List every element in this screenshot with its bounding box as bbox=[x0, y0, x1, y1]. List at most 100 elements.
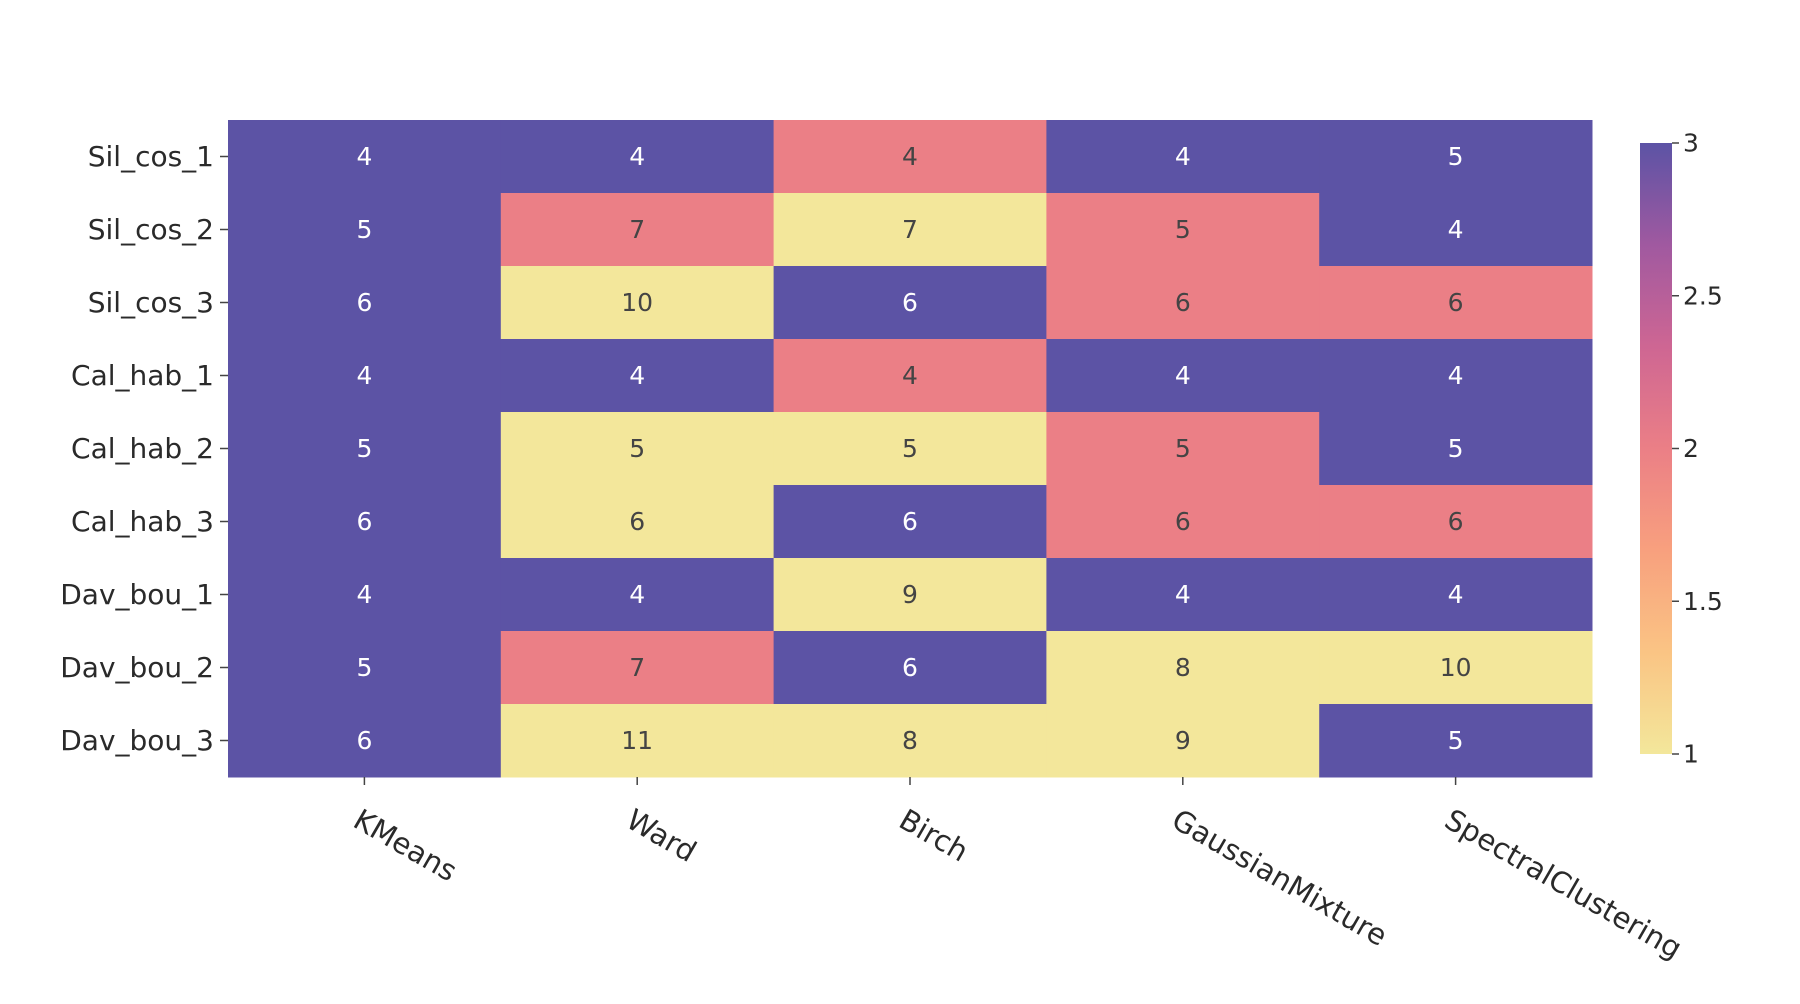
cell-value-label: 6 bbox=[1175, 288, 1191, 317]
heatmap-cell bbox=[228, 704, 502, 778]
y-tick-label: Dav_bou_3 bbox=[60, 724, 214, 757]
cell-value-label: 6 bbox=[1175, 507, 1191, 536]
heatmap-cell bbox=[1046, 704, 1320, 778]
cell-value-label: 5 bbox=[356, 434, 372, 463]
heatmap-cell bbox=[500, 631, 775, 705]
cell-value-label: 4 bbox=[1448, 361, 1464, 390]
x-axis: KMeans Ward Birch GaussianMixture SpectralCl… bbox=[348, 777, 1688, 965]
cell-value-label: 6 bbox=[1448, 507, 1464, 536]
heatmap-cell bbox=[228, 558, 502, 632]
y-tick-label: Cal_hab_1 bbox=[71, 359, 214, 392]
heatmap-cells bbox=[228, 120, 1593, 778]
cell-value-label: 4 bbox=[356, 580, 372, 609]
heatmap-cell bbox=[773, 485, 1047, 559]
heatmap-cell bbox=[500, 120, 775, 194]
y-axis: Sil_cos_1 Sil_cos_2 Sil_cos_3 Cal_hab_1 Cal_… bbox=[60, 140, 228, 757]
heatmap-cell bbox=[500, 412, 775, 486]
colorbar-tick-label: 2 bbox=[1683, 434, 1699, 463]
cell-value-label: 4 bbox=[1448, 215, 1464, 244]
cell-value-label: 5 bbox=[1448, 142, 1464, 171]
cell-value-label: 6 bbox=[902, 507, 918, 536]
heatmap-cell bbox=[773, 266, 1047, 340]
colorbar-gradient bbox=[1640, 143, 1672, 754]
heatmap-cell bbox=[1046, 193, 1320, 267]
y-tick-label: Sil_cos_2 bbox=[88, 213, 214, 246]
cell-value-label: 4 bbox=[1448, 580, 1464, 609]
cell-value-label: 6 bbox=[356, 726, 372, 755]
heatmap-cell bbox=[1319, 558, 1593, 632]
heatmap-cell-labels: 4 4 4 4 5 5 7 7 5 4 6 10 6 6 6 4 4 4 4 4 5 5 5 5 5 6 6 6 6 6 4 4 9 4 4 5 7 6 8… bbox=[356, 142, 1471, 755]
cell-value-label: 5 bbox=[356, 653, 372, 682]
x-tick-label: KMeans bbox=[348, 802, 463, 888]
cell-value-label: 5 bbox=[629, 434, 645, 463]
cell-value-label: 5 bbox=[902, 434, 918, 463]
x-tick-label: SpectralClustering bbox=[1439, 802, 1688, 965]
heatmap-cell bbox=[773, 412, 1047, 486]
y-tick-label: Dav_bou_1 bbox=[60, 578, 214, 611]
cell-value-label: 5 bbox=[1175, 434, 1191, 463]
cell-value-label: 5 bbox=[1175, 215, 1191, 244]
heatmap-cell bbox=[1319, 193, 1593, 267]
cell-value-label: 6 bbox=[902, 288, 918, 317]
y-tick-label: Dav_bou_2 bbox=[60, 651, 214, 684]
cell-value-label: 5 bbox=[356, 215, 372, 244]
cell-value-label: 6 bbox=[629, 507, 645, 536]
heatmap-cell bbox=[1319, 704, 1593, 778]
heatmap-cell bbox=[1319, 120, 1593, 194]
cell-value-label: 6 bbox=[356, 507, 372, 536]
heatmap-cell bbox=[773, 631, 1047, 705]
cell-value-label: 5 bbox=[1448, 726, 1464, 755]
heatmap-cell bbox=[228, 266, 502, 340]
colorbar-tick-label: 1 bbox=[1683, 740, 1699, 769]
heatmap-cell bbox=[1046, 266, 1320, 340]
heatmap-cell bbox=[1046, 631, 1320, 705]
heatmap-cell bbox=[1319, 339, 1593, 413]
cell-value-label: 4 bbox=[1175, 142, 1191, 171]
cell-value-label: 4 bbox=[629, 142, 645, 171]
heatmap-cell bbox=[500, 485, 775, 559]
heatmap-cell bbox=[228, 631, 502, 705]
heatmap-cell bbox=[228, 485, 502, 559]
heatmap-cell bbox=[1046, 412, 1320, 486]
heatmap-cell bbox=[773, 193, 1047, 267]
cell-value-label: 7 bbox=[629, 653, 645, 682]
cell-value-label: 9 bbox=[1175, 726, 1191, 755]
cell-value-label: 5 bbox=[1448, 434, 1464, 463]
colorbar-tick-label: 1.5 bbox=[1683, 587, 1723, 616]
cell-value-label: 6 bbox=[1448, 288, 1464, 317]
cell-value-label: 7 bbox=[629, 215, 645, 244]
heatmap-cell bbox=[1319, 485, 1593, 559]
heatmap-cell bbox=[1319, 631, 1593, 705]
cell-value-label: 9 bbox=[902, 580, 918, 609]
cell-value-label: 10 bbox=[1440, 653, 1472, 682]
cell-value-label: 4 bbox=[629, 580, 645, 609]
heatmap-cell bbox=[500, 266, 775, 340]
cell-value-label: 4 bbox=[1175, 580, 1191, 609]
heatmap-cell bbox=[773, 704, 1047, 778]
heatmap-cell bbox=[500, 558, 775, 632]
heatmap-cell bbox=[773, 120, 1047, 194]
cell-value-label: 10 bbox=[621, 288, 653, 317]
heatmap-cell bbox=[1046, 339, 1320, 413]
y-tick-label: Sil_cos_1 bbox=[88, 140, 214, 173]
cell-value-label: 4 bbox=[629, 361, 645, 390]
heatmap-cell bbox=[1319, 266, 1593, 340]
cell-value-label: 4 bbox=[902, 361, 918, 390]
colorbar-tick-label: 2.5 bbox=[1683, 281, 1723, 310]
y-tick-label: Cal_hab_2 bbox=[71, 432, 214, 465]
heatmap-cell bbox=[1046, 558, 1320, 632]
heatmap-cell bbox=[500, 704, 775, 778]
cell-value-label: 4 bbox=[902, 142, 918, 171]
colorbar-tick-label: 3 bbox=[1683, 129, 1699, 158]
heatmap-cell bbox=[773, 558, 1047, 632]
heatmap-cell bbox=[1046, 120, 1320, 194]
cell-value-label: 6 bbox=[902, 653, 918, 682]
cell-value-label: 11 bbox=[621, 726, 653, 755]
colorbar: 1 1.5 2 2.5 3 bbox=[1640, 129, 1723, 769]
cell-value-label: 4 bbox=[356, 142, 372, 171]
heatmap-cell bbox=[500, 339, 775, 413]
y-tick-label: Sil_cos_3 bbox=[88, 286, 214, 319]
heatmap-cell bbox=[228, 412, 502, 486]
